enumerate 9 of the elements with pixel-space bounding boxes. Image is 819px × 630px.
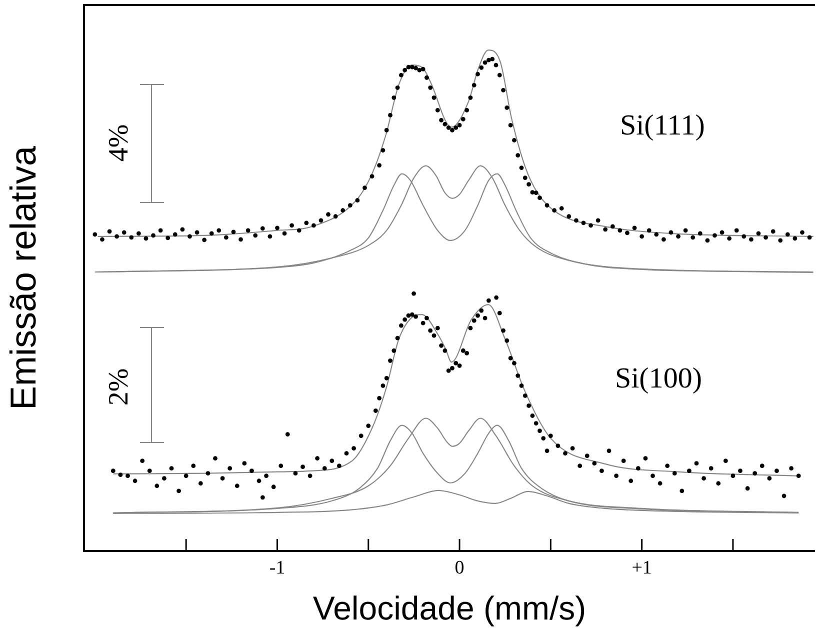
x-tick-label: +1 xyxy=(632,557,652,578)
annotation: 4% xyxy=(103,124,134,162)
annotation: Si(111) xyxy=(620,110,705,142)
annotation: 2% xyxy=(103,368,134,406)
annotation: Si(100) xyxy=(615,362,702,395)
x-axis-title: Velocidade (mm/s) xyxy=(312,589,586,626)
x-tick-label: -1 xyxy=(269,557,286,578)
x-tick-label: 0 xyxy=(454,557,464,578)
y-axis-title: Emissão relativa xyxy=(2,144,44,410)
